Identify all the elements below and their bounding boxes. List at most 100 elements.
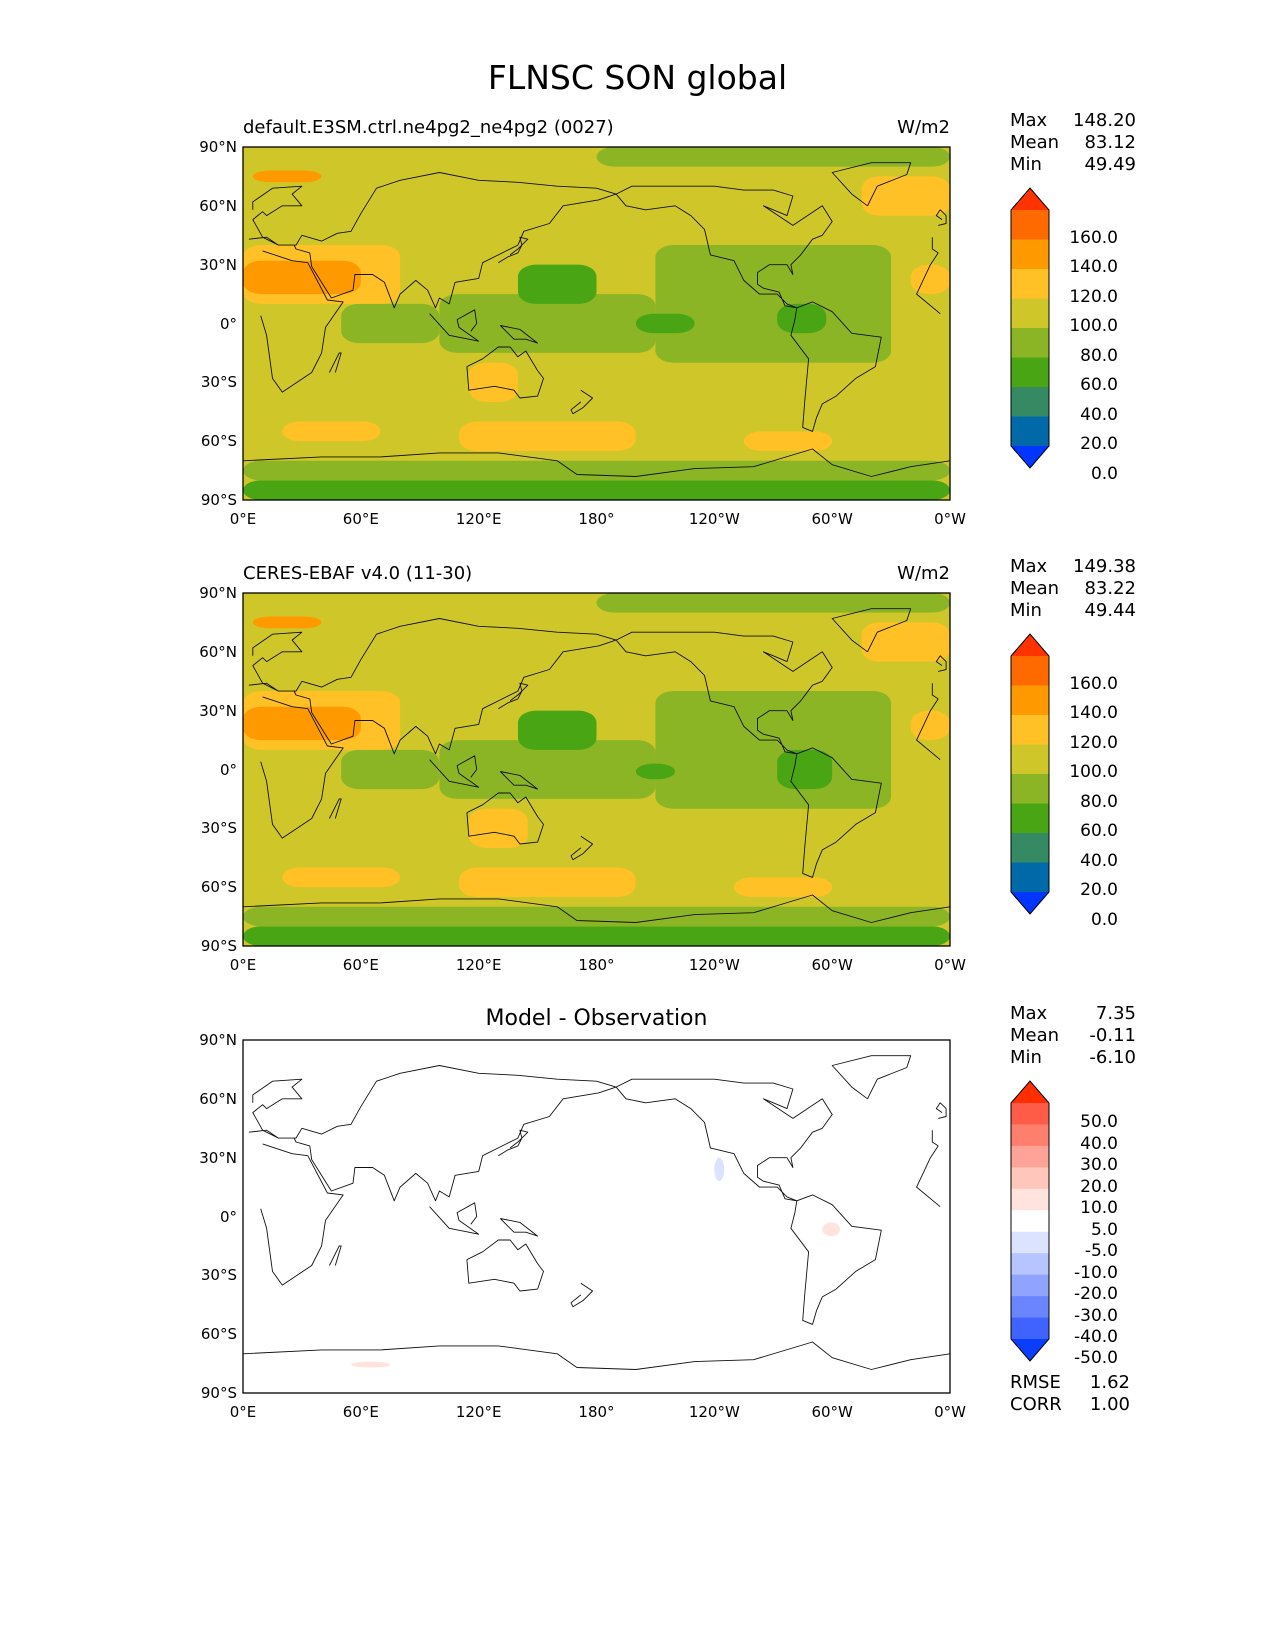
contour-region bbox=[714, 1157, 725, 1182]
coastline bbox=[570, 1282, 594, 1308]
colorbar-bin bbox=[1011, 774, 1049, 804]
colorbar-outline bbox=[1010, 1080, 1050, 1362]
stat-label: Max bbox=[1010, 110, 1048, 131]
contour-region bbox=[635, 763, 676, 780]
colorbar-tick-label: 120.0 bbox=[1069, 732, 1118, 753]
colorbar-tick-label: 80.0 bbox=[1080, 345, 1118, 366]
lat-tick-label: 0° bbox=[219, 314, 237, 333]
map-frame bbox=[242, 146, 951, 501]
colorbar-tick-label: 0.0 bbox=[1090, 909, 1118, 930]
contour-region bbox=[910, 264, 950, 295]
map-background-field bbox=[243, 1040, 950, 1393]
colorbar-extend-top bbox=[1011, 188, 1049, 210]
coastline bbox=[260, 250, 344, 393]
coastline bbox=[466, 1239, 544, 1292]
stat-label: Mean bbox=[1010, 132, 1060, 153]
colorbar-tick-label: 5.0 bbox=[1090, 1219, 1118, 1240]
colorbar-bin bbox=[1011, 387, 1049, 417]
colorbar-bin bbox=[1011, 239, 1049, 270]
stat-label: Mean bbox=[1010, 578, 1060, 599]
colorbar-tick-label: 140.0 bbox=[1069, 703, 1118, 723]
coastline bbox=[248, 618, 617, 755]
colorbar-outline bbox=[1010, 633, 1050, 915]
coastline bbox=[429, 1202, 480, 1235]
lat-tick-label: 90°S bbox=[200, 1384, 237, 1402]
lon-tick-label: 180° bbox=[578, 956, 615, 974]
contour-region bbox=[655, 245, 892, 363]
contour-region bbox=[517, 710, 597, 750]
metric-value: 1.62 bbox=[1089, 1372, 1130, 1393]
lon-tick-label: 0°E bbox=[229, 956, 257, 974]
lon-tick-label: 0°E bbox=[229, 1403, 257, 1421]
colorbar-bin bbox=[1011, 803, 1049, 834]
coastline bbox=[570, 835, 594, 861]
metric-label: CORR bbox=[1010, 1394, 1062, 1415]
lat-tick-label: 0° bbox=[219, 760, 237, 779]
contour-region bbox=[351, 1361, 391, 1368]
colorbar-bin bbox=[1011, 715, 1049, 745]
colorbar-2 bbox=[1010, 633, 1050, 915]
stat-value: 148.20 bbox=[1073, 110, 1136, 131]
colorbar-tick-label: 40.0 bbox=[1080, 1133, 1118, 1154]
contour-region bbox=[243, 480, 950, 500]
contour-region bbox=[517, 264, 597, 304]
contour-region bbox=[596, 147, 950, 167]
lon-tick-label: 60°E bbox=[342, 1403, 379, 1421]
colorbar-bin bbox=[1011, 862, 1049, 893]
colorbar-extend-top bbox=[1011, 1081, 1049, 1103]
lat-tick-label: 60°S bbox=[200, 432, 237, 451]
map-panel-3 bbox=[242, 1039, 951, 1394]
lon-tick-label: 60°W bbox=[811, 1403, 853, 1421]
contour-region bbox=[282, 421, 381, 442]
lat-tick-label: 60°S bbox=[200, 1325, 237, 1344]
lon-tick-label: 0°W bbox=[934, 956, 966, 974]
lat-tick-label: 60°N bbox=[199, 642, 237, 661]
figure-title: FLNSC SON global bbox=[487, 58, 788, 97]
contour-region bbox=[243, 260, 361, 295]
contour-region bbox=[252, 170, 322, 183]
colorbar-tick-label: 120.0 bbox=[1069, 286, 1118, 307]
coastline bbox=[429, 309, 480, 342]
coastline bbox=[935, 655, 947, 672]
coastline bbox=[570, 389, 594, 415]
coastline bbox=[935, 209, 947, 226]
coastline bbox=[916, 252, 941, 315]
colorbar-tick-label: 20.0 bbox=[1080, 434, 1118, 454]
contour-region bbox=[243, 926, 950, 946]
stat-label: Max bbox=[1010, 1003, 1048, 1024]
lon-tick-label: 60°W bbox=[811, 956, 853, 974]
contour-region bbox=[861, 176, 950, 216]
colorbar-tick-label: -10.0 bbox=[1074, 1262, 1118, 1283]
colorbar-bin bbox=[1011, 1188, 1049, 1211]
panel-stats-2: Max 149.38 Mean 83.22 Min 49.44 bbox=[1010, 556, 1136, 622]
colorbar-extend-bottom bbox=[1011, 892, 1049, 914]
lat-tick-label: 30°S bbox=[200, 819, 237, 838]
contour-region bbox=[341, 749, 440, 790]
map-panel-2 bbox=[242, 592, 951, 947]
coastline bbox=[916, 698, 941, 761]
stat-value: -6.10 bbox=[1089, 1047, 1136, 1068]
colorbar-bin bbox=[1011, 1167, 1049, 1190]
colorbar-bin bbox=[1011, 357, 1049, 388]
stat-row: Max 149.38 bbox=[1010, 556, 1136, 578]
stat-value: -0.11 bbox=[1089, 1025, 1136, 1046]
colorbar-bin bbox=[1011, 1231, 1049, 1254]
stat-label: Min bbox=[1010, 600, 1042, 621]
coastline bbox=[615, 631, 833, 755]
colorbar-3 bbox=[1010, 1080, 1050, 1362]
stat-label: Min bbox=[1010, 1047, 1042, 1068]
lon-tick-label: 0°W bbox=[934, 510, 966, 528]
stat-row: Mean 83.22 bbox=[1010, 578, 1136, 600]
contour-region bbox=[252, 616, 322, 629]
stat-value: 7.35 bbox=[1095, 1003, 1136, 1024]
colorbar-tick-label: 60.0 bbox=[1080, 821, 1118, 841]
metric-row: CORR 1.00 bbox=[1010, 1394, 1130, 1416]
colorbar-tick-label: -50.0 bbox=[1074, 1348, 1118, 1369]
colorbar-tick-label: -5.0 bbox=[1084, 1241, 1118, 1262]
colorbar-bin bbox=[1011, 416, 1049, 447]
contour-region bbox=[459, 867, 636, 897]
colorbar-tick-label: 100.0 bbox=[1069, 762, 1118, 782]
panel-metrics: RMSE 1.62 CORR 1.00 bbox=[1010, 1372, 1130, 1416]
lon-tick-label: 120°E bbox=[455, 1403, 502, 1421]
stat-row: Max 7.35 bbox=[1010, 1003, 1136, 1025]
